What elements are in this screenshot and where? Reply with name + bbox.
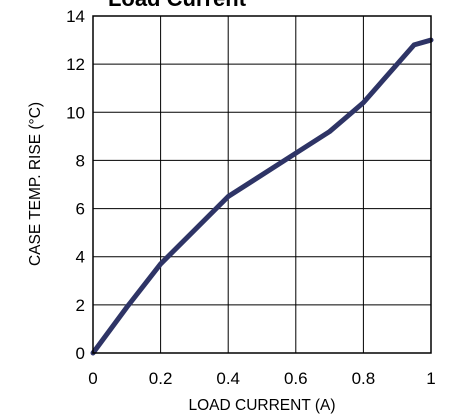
y-tick-label: 10 (66, 103, 85, 122)
y-tick-label: 0 (76, 344, 85, 363)
y-tick-label: 8 (76, 151, 85, 170)
x-tick-label: 0.6 (284, 369, 308, 388)
plot-frame (92, 15, 432, 354)
y-tick-label: 2 (76, 296, 85, 315)
x-tick-labels: 0 0.2 0.4 0.6 0.8 1 (88, 369, 435, 388)
x-tick-label: 0.4 (216, 369, 240, 388)
y-tick-label: 6 (76, 200, 85, 219)
y-axis-label: CASE TEMP. RISE (°C) (27, 102, 44, 266)
y-tick-label: 12 (66, 55, 85, 74)
y-tick-label: 4 (76, 248, 85, 267)
x-tick-label: 0 (88, 369, 97, 388)
x-axis-label: LOAD CURRENT (A) (189, 397, 336, 414)
x-tick-label: 0.2 (149, 369, 173, 388)
y-tick-labels: 0 2 4 6 8 10 12 14 (66, 7, 85, 363)
chart-title: Load Current (108, 0, 247, 11)
y-tick-label: 14 (66, 7, 85, 26)
grid (92, 15, 432, 354)
x-tick-label: 0.8 (352, 369, 376, 388)
series-line (90, 37, 434, 356)
x-tick-label: 1 (426, 369, 435, 388)
